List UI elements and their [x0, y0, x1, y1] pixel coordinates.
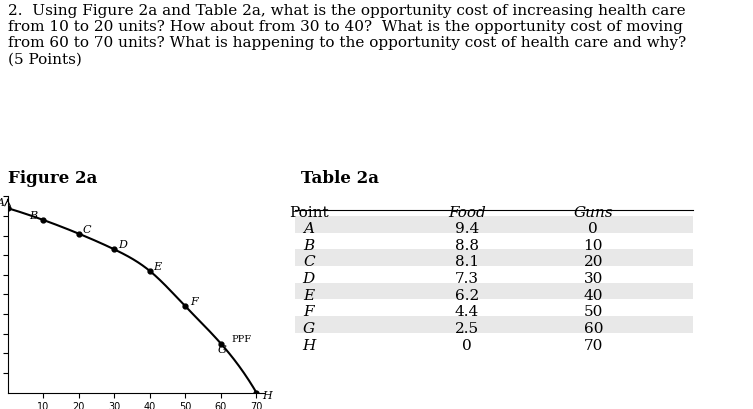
Text: H: H: [302, 339, 316, 353]
Text: H: H: [262, 391, 272, 400]
Text: Point: Point: [289, 206, 328, 220]
Text: 0: 0: [589, 222, 598, 236]
Text: 9.4: 9.4: [455, 222, 479, 236]
Text: 0: 0: [462, 339, 471, 353]
Text: 30: 30: [584, 272, 603, 286]
Text: 2.  Using Figure 2a and Table 2a, what is the opportunity cost of increasing hea: 2. Using Figure 2a and Table 2a, what is…: [8, 4, 686, 67]
Text: D: D: [117, 240, 127, 250]
Text: 70: 70: [584, 339, 603, 353]
Text: 8.1: 8.1: [455, 255, 479, 269]
Text: 2.5: 2.5: [455, 322, 479, 336]
Text: 50: 50: [584, 305, 603, 319]
Text: Table 2a: Table 2a: [301, 169, 380, 187]
Text: G: G: [218, 345, 226, 355]
Text: D: D: [303, 272, 315, 286]
Text: B: B: [303, 238, 314, 252]
Text: 60: 60: [584, 322, 603, 336]
Text: 10: 10: [584, 238, 603, 252]
Text: 7.3: 7.3: [455, 272, 479, 286]
Text: Food: Food: [448, 206, 486, 220]
Text: Guns: Guns: [574, 206, 613, 220]
Text: B: B: [29, 211, 37, 221]
FancyBboxPatch shape: [295, 316, 693, 333]
Text: PPF: PPF: [232, 335, 252, 344]
Text: E: E: [154, 262, 161, 272]
Text: 6.2: 6.2: [455, 289, 479, 303]
Text: C: C: [303, 255, 315, 269]
Text: A: A: [0, 198, 5, 208]
Text: C: C: [82, 225, 90, 235]
Text: Figure 2a: Figure 2a: [8, 169, 97, 187]
Text: G: G: [303, 322, 315, 336]
Text: F: F: [303, 305, 314, 319]
Text: F: F: [191, 297, 198, 307]
Text: E: E: [303, 289, 314, 303]
Text: 4.4: 4.4: [455, 305, 479, 319]
FancyBboxPatch shape: [295, 249, 693, 266]
Text: A: A: [303, 222, 314, 236]
FancyBboxPatch shape: [295, 283, 693, 299]
Text: 40: 40: [584, 289, 603, 303]
Text: 20: 20: [584, 255, 603, 269]
Text: 8.8: 8.8: [455, 238, 479, 252]
FancyBboxPatch shape: [295, 216, 693, 233]
